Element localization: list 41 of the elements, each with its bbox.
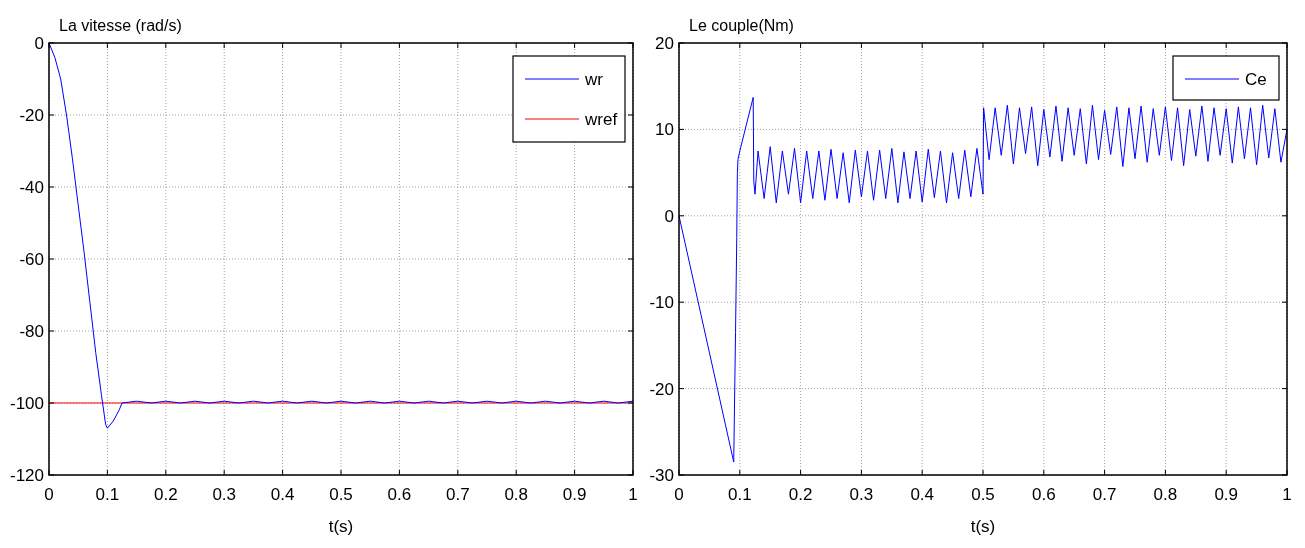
y-tick-label: 0: [34, 33, 44, 53]
y-tick-label: 10: [655, 120, 674, 140]
x-tick-label: 1: [1282, 485, 1292, 504]
x-axis-title: t(s): [970, 517, 996, 536]
x-tick-label: 0.4: [270, 485, 295, 504]
y-tick-label: -100: [9, 393, 44, 413]
chart-title: Le couple(Nm): [689, 17, 794, 34]
x-tick-label: 0.6: [387, 485, 412, 504]
x-tick-label: 0.8: [504, 485, 529, 504]
legend-label: Ce: [1245, 69, 1267, 89]
x-tick-label: 0.5: [329, 485, 353, 504]
chart-title: La vitesse (rad/s): [59, 17, 182, 34]
line-series: [678, 96, 1288, 463]
x-tick-label: 0.2: [153, 485, 178, 504]
x-axis-title: t(s): [328, 517, 354, 536]
legend-label: wr: [584, 69, 604, 89]
x-tick-label: 0.9: [1214, 485, 1239, 504]
y-tick-label: -30: [649, 465, 674, 485]
x-tick-label: 0.1: [727, 485, 752, 504]
y-tick-label: -40: [19, 177, 44, 197]
y-tick-label: 20: [655, 33, 674, 53]
legend-label: wref: [584, 109, 618, 129]
x-tick-label: 0.3: [849, 485, 874, 504]
x-tick-label: 1: [628, 485, 638, 504]
y-tick-label: -60: [19, 249, 44, 269]
x-tick-label: 0.7: [1092, 485, 1117, 504]
x-tick-label: 0.5: [971, 485, 995, 504]
x-tick-label: 0.8: [1153, 485, 1178, 504]
y-tick-label: 0: [664, 206, 674, 226]
y-tick-label: -120: [9, 465, 44, 485]
x-tick-label: 0.2: [788, 485, 813, 504]
x-tick-label: 0.1: [95, 485, 120, 504]
x-tick-label: 0.4: [910, 485, 935, 504]
y-tick-label: -20: [649, 379, 674, 399]
x-tick-label: 0.3: [212, 485, 237, 504]
x-tick-label: 0.7: [445, 485, 470, 504]
y-tick-label: -80: [19, 321, 44, 341]
y-tick-label: -10: [649, 293, 674, 313]
y-tick-label: -20: [19, 105, 44, 125]
x-tick-label: 0.9: [562, 485, 587, 504]
x-tick-label: 0.6: [1031, 485, 1056, 504]
